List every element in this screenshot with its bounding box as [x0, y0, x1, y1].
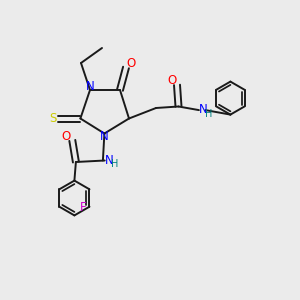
- Text: N: N: [85, 80, 94, 94]
- Text: O: O: [126, 57, 135, 70]
- Text: S: S: [50, 112, 57, 125]
- Text: H: H: [111, 159, 118, 169]
- Text: N: N: [199, 103, 208, 116]
- Text: N: N: [100, 130, 109, 143]
- Text: H: H: [205, 109, 212, 119]
- Text: F: F: [80, 201, 86, 214]
- Text: O: O: [168, 74, 177, 88]
- Text: N: N: [104, 154, 113, 167]
- Text: O: O: [61, 130, 70, 143]
